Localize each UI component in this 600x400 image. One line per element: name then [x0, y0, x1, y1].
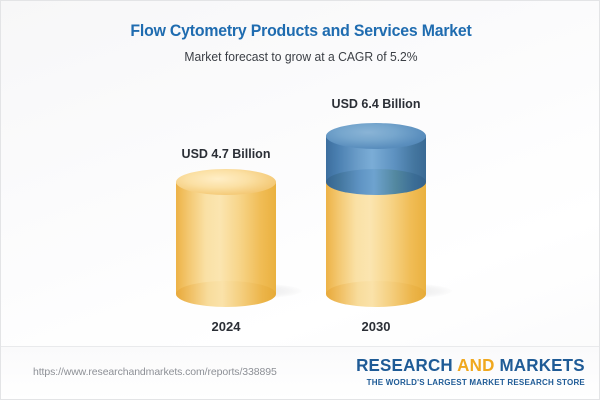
bar-segment-base-2024 — [176, 169, 276, 307]
research-and-markets-logo: RESEARCH AND MARKETS THE WORLD'S LARGEST… — [349, 355, 585, 389]
chart-plot-area: USD 4.7 Billion 2024 USD 6.4 Billion — [1, 1, 599, 346]
logo-markets-text: MARKETS — [494, 355, 585, 375]
cylinder-bottom-ellipse — [176, 281, 276, 307]
chart-header: Flow Cytometry Products and Services Mar… — [1, 1, 599, 66]
logo-research-text: RESEARCH — [356, 355, 458, 375]
logo-tagline: THE WORLD'S LARGEST MARKET RESEARCH STOR… — [366, 378, 585, 387]
chart-subtitle: Market forecast to grow at a CAGR of 5.2… — [184, 50, 418, 64]
source-url[interactable]: https://www.researchandmarkets.com/repor… — [33, 366, 277, 378]
axis-label-2024: 2024 — [211, 319, 241, 334]
page-title: Flow Cytometry Products and Services Mar… — [130, 22, 472, 40]
bar-cylinder-2030[interactable] — [326, 123, 452, 307]
logo-and-text: AND — [457, 355, 495, 375]
axis-label-2030: 2030 — [361, 319, 391, 334]
bar-value-label-2024: USD 4.7 Billion — [181, 147, 271, 161]
cylinder-bottom-ellipse — [326, 281, 426, 307]
cylinder-mid-ellipse — [326, 169, 426, 195]
cylinder-top-ellipse — [326, 123, 426, 149]
bar-value-label-2030: USD 6.4 Billion — [331, 97, 421, 111]
cylinder-top-ellipse — [176, 169, 276, 195]
chart-footer: https://www.researchandmarkets.com/repor… — [1, 347, 599, 399]
footer-divider — [1, 346, 599, 347]
bar-cylinder-2024[interactable] — [176, 169, 302, 307]
bar-segment-base-2030 — [326, 182, 426, 307]
logo-wordmark: RESEARCH AND MARKETS — [356, 355, 585, 376]
bar-segment-growth-2030 — [326, 123, 426, 195]
